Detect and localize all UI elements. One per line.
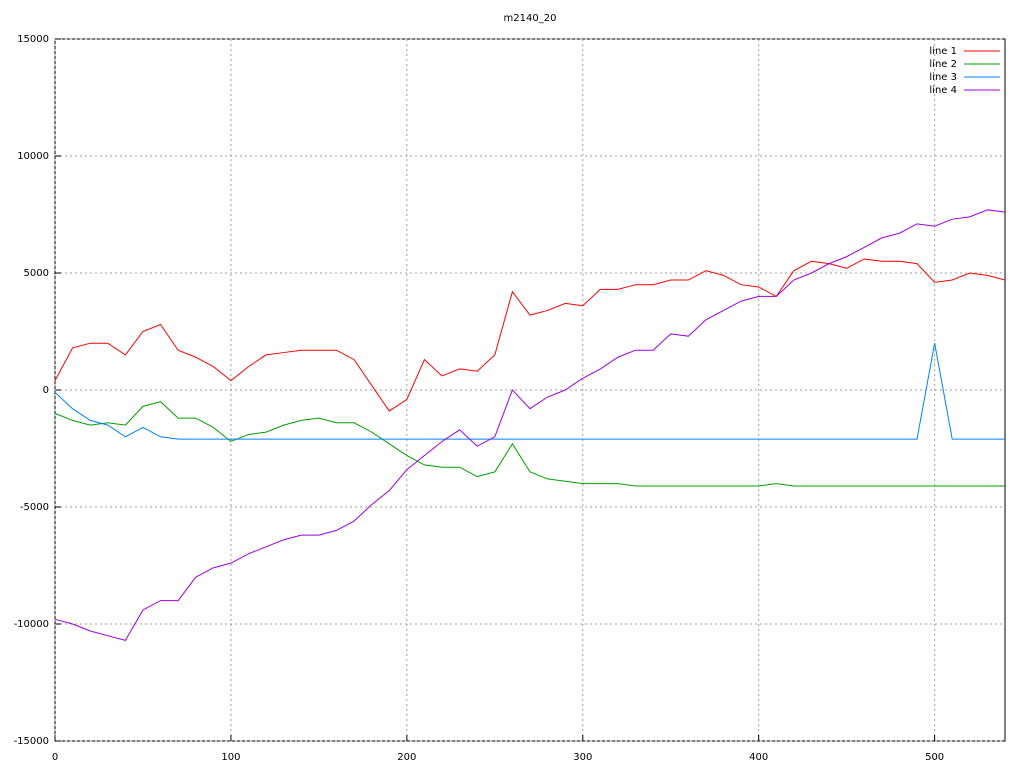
y-tick-label: -15000 [14, 736, 49, 747]
legend-label: line 2 [929, 59, 957, 70]
chart-title: m2140_20 [504, 13, 557, 24]
x-tick-label: 100 [221, 752, 240, 763]
x-tick-label: 200 [397, 752, 416, 763]
x-tick-label: 0 [52, 752, 58, 763]
x-tick-label: 400 [749, 752, 768, 763]
series-line [54, 209, 1006, 641]
x-tick-label: 500 [925, 752, 944, 763]
y-tick-label: 0 [43, 385, 49, 396]
y-tick-label: 15000 [17, 34, 49, 45]
legend-label: line 4 [929, 85, 957, 96]
series-line [54, 401, 1005, 487]
series-line [54, 343, 1005, 440]
series-line [54, 258, 1006, 412]
y-tick-label: -10000 [14, 619, 49, 630]
x-tick-label: 300 [573, 752, 592, 763]
legend-label: line 3 [929, 72, 957, 83]
y-tick-label: 10000 [17, 151, 49, 162]
y-tick-label: 5000 [24, 268, 49, 279]
y-tick-label: -5000 [20, 502, 49, 513]
legend-label: line 1 [929, 46, 957, 57]
